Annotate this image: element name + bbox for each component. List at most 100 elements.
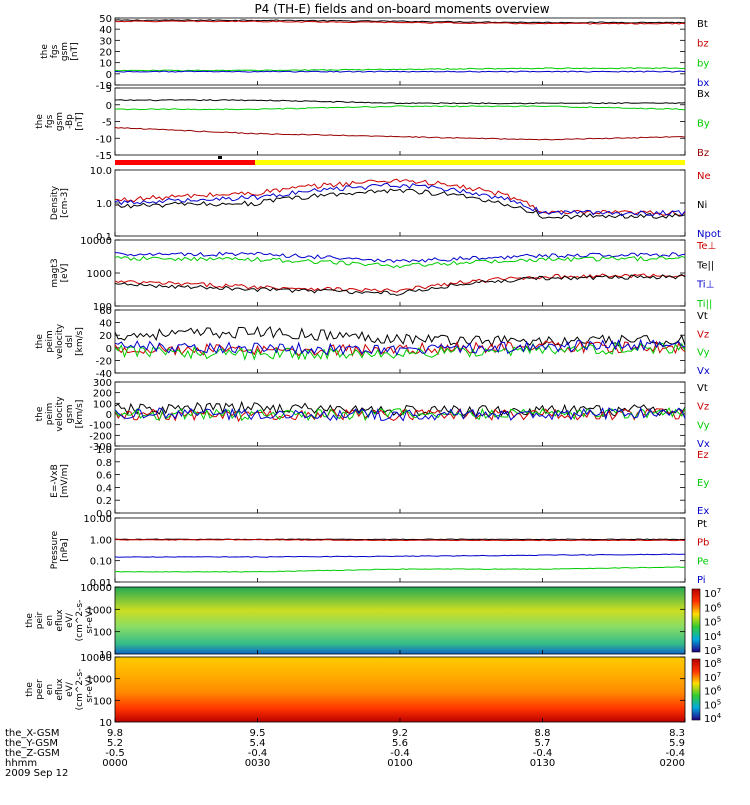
footer-value: 0030 xyxy=(245,758,270,769)
y-tick-label: 0 xyxy=(106,70,112,81)
legend-Bz: Bz xyxy=(697,148,709,159)
y-axis-label: sr-eV) xyxy=(85,607,95,633)
y-tick-label: 0.6 xyxy=(96,471,112,482)
y-tick-label: 0.2 xyxy=(96,496,112,507)
y-tick-label: 100 xyxy=(93,302,112,313)
footer-row-label: the_X-GSM xyxy=(5,728,59,739)
y-tick-label: 100 xyxy=(93,399,112,410)
y-tick-label: 60 xyxy=(99,306,112,317)
y-tick-label: 20 xyxy=(99,331,112,342)
y-axis-label: [nT] xyxy=(75,112,85,130)
legend-Pi: Pi xyxy=(697,575,706,586)
series-By xyxy=(114,105,686,111)
mode-bar-marker xyxy=(218,156,222,159)
legend-Vz: Vz xyxy=(697,402,709,413)
spectrogram-fill xyxy=(115,587,685,654)
colorbar-label: 106 xyxy=(704,601,722,614)
series-Ni xyxy=(114,188,686,220)
legend-Vx: Vx xyxy=(697,439,710,450)
series-Bt xyxy=(114,19,685,24)
y-tick-label: -20 xyxy=(96,356,112,367)
colorbar-label: 106 xyxy=(704,685,722,698)
y-tick-label: 0 xyxy=(106,344,112,355)
y-tick-label: 0.8 xyxy=(96,458,112,469)
legend-By: By xyxy=(697,119,710,130)
y-tick-label: 1.0 xyxy=(96,445,112,456)
footer-row-label: the_Z-GSM xyxy=(5,748,60,759)
footer-value: -0.4 xyxy=(390,748,410,759)
y-tick-label: 1000 xyxy=(87,605,112,616)
y-tick-label: -10 xyxy=(96,134,112,145)
footer-value: -0.4 xyxy=(533,748,553,759)
series-Pt xyxy=(114,538,686,541)
footer-value: 0100 xyxy=(387,758,412,769)
y-tick-label: 40 xyxy=(99,319,112,330)
y-axis-label: peim xyxy=(45,330,55,353)
y-axis-label: the xyxy=(25,613,35,628)
footer-value: -0.4 xyxy=(248,748,268,759)
y-axis-label: eflux xyxy=(55,609,65,632)
plot-title: P4 (TH-E) fields and on-board moments ov… xyxy=(254,2,549,16)
y-tick-label: 10 xyxy=(99,59,112,70)
y-axis-label: the xyxy=(40,44,50,59)
series-Te|| xyxy=(114,274,686,296)
y-axis-label: [nPa] xyxy=(60,538,70,561)
series-Pb xyxy=(115,538,686,542)
legend-by: by xyxy=(697,58,709,69)
y-tick-label: 50 xyxy=(99,14,112,25)
footer-value: 5.6 xyxy=(392,738,408,749)
panel-density: 10.0 1.0 0.1 Density [cm-3] Ne Ni Npot xyxy=(50,166,721,243)
y-tick-label: 10 xyxy=(99,718,112,729)
y-tick-label: 0.01 xyxy=(90,578,112,589)
y-axis-label: velocity xyxy=(55,396,65,432)
series-Vt xyxy=(114,325,686,348)
y-tick-label: 0.1 xyxy=(96,232,112,243)
y-tick-label: -15 xyxy=(96,151,112,162)
y-axis-label: gsm xyxy=(60,42,70,61)
y-axis-label: fgs xyxy=(50,44,60,58)
legend-Te||: Te|| xyxy=(696,260,714,271)
legend-Vt: Vt xyxy=(697,383,708,394)
footer-value: 0200 xyxy=(660,758,685,769)
series-bx xyxy=(114,70,686,73)
spectrogram-fill xyxy=(115,657,685,722)
y-tick-label: -5 xyxy=(102,118,112,129)
footer-value: 9.2 xyxy=(392,728,408,739)
colorbar-label: 108 xyxy=(704,657,721,670)
series-Vx xyxy=(114,338,686,357)
y-axis-label: the xyxy=(35,334,45,349)
y-tick-label: 40 xyxy=(99,25,112,36)
y-tick-label: 300 xyxy=(93,378,112,389)
y-axis-label: (cm^2-s- xyxy=(75,600,85,642)
legend-Ni: Ni xyxy=(697,200,707,211)
y-tick-label: 0 xyxy=(106,101,112,112)
footer-value: 0000 xyxy=(102,758,127,769)
y-axis-label: peim xyxy=(45,403,55,426)
y-axis-label: eV/ xyxy=(65,612,75,628)
series-Vz xyxy=(114,340,686,357)
series-Npot xyxy=(114,182,686,217)
y-axis-label: [mV/m] xyxy=(60,464,70,498)
y-axis-label: the xyxy=(35,114,45,129)
colorbar-label: 104 xyxy=(704,712,722,725)
y-tick-label: 10.0 xyxy=(90,166,112,177)
panel-fgs-gsm-dp: 5 0 -5 -10 -15 the fgs gsm -Bp [nT] Bx By Bz xyxy=(35,84,710,162)
y-axis-label: [nT] xyxy=(70,42,80,60)
series-Ti|| xyxy=(114,255,686,269)
footer-value: 5.9 xyxy=(669,738,685,749)
legend-bx: bx xyxy=(697,78,709,89)
y-axis-label: gsm xyxy=(55,112,65,131)
y-tick-label: 0.0 xyxy=(96,509,112,520)
legend-bz: bz xyxy=(697,39,709,50)
y-tick-label: 5 xyxy=(106,84,112,95)
series-bz xyxy=(114,20,686,25)
footer-value: 0130 xyxy=(530,758,555,769)
y-tick-label: 10000 xyxy=(80,583,112,594)
y-axis-label: (cm^2-s- xyxy=(75,669,85,711)
mode-bar-red xyxy=(115,160,255,165)
y-tick-label: 100 xyxy=(93,628,112,639)
y-axis-label: magt3 xyxy=(50,258,60,287)
y-axis-label: en xyxy=(45,684,55,695)
